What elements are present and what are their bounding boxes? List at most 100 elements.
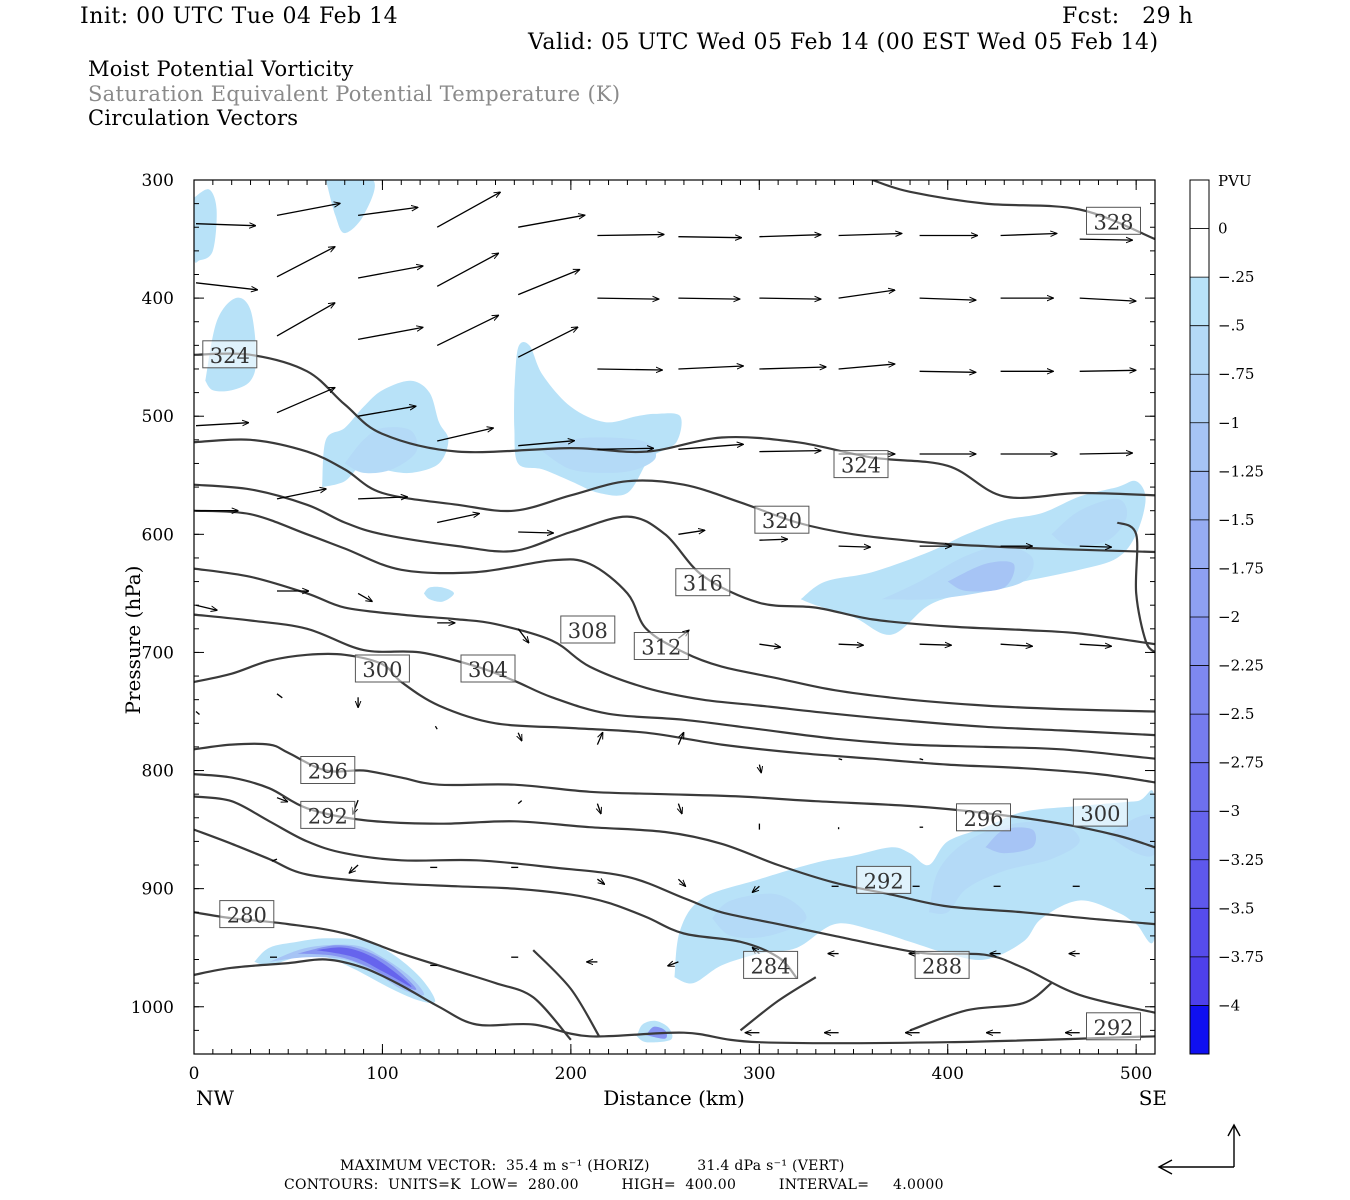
colorbar-swatch <box>1190 714 1209 764</box>
isentrope-292 <box>194 773 1155 926</box>
circulation-vector <box>358 207 418 217</box>
y-tick-label: 400 <box>142 289 174 309</box>
x-tick-label: 200 <box>555 1064 587 1084</box>
pv-region <box>542 437 657 473</box>
circulation-vector <box>1000 644 1033 646</box>
circulation-vector <box>919 758 924 761</box>
circulation-vector <box>678 366 743 370</box>
field-title-mpv: Moist Potential Vorticity <box>88 57 354 81</box>
pv-region <box>1051 498 1128 547</box>
circulation-vector <box>678 530 704 535</box>
colorbar-swatch <box>1190 471 1209 521</box>
x-end-label-nw: NW <box>196 1086 235 1110</box>
circulation-vector <box>1079 644 1112 646</box>
circulation-vector <box>357 327 423 341</box>
pv-region <box>1107 814 1155 857</box>
y-axis-label: Pressure (hPa) <box>121 566 145 715</box>
circulation-vector <box>271 858 278 862</box>
circulation-vector <box>919 371 976 372</box>
circulation-vector <box>838 546 871 547</box>
circulation-vector <box>752 885 760 892</box>
colorbar-level-label: −3.25 <box>1218 851 1264 869</box>
circulation-vector <box>1079 297 1136 301</box>
colorbar-level-label: −2 <box>1218 608 1240 626</box>
circulation-vector <box>838 364 895 370</box>
circulation-vector <box>677 733 683 745</box>
contour-label-300: 300 <box>1072 798 1128 827</box>
contour-label-text: 308 <box>568 619 608 643</box>
y-tick-label: 500 <box>142 407 174 427</box>
circulation-vector <box>678 237 741 238</box>
isentrope-308 <box>194 567 1155 737</box>
colorbar-swatch <box>1190 617 1209 667</box>
circulation-vector <box>838 644 864 645</box>
x-tick-label: 500 <box>1120 1064 1152 1084</box>
x-tick-label: 0 <box>189 1064 200 1084</box>
circulation-vector <box>358 497 407 499</box>
y-tick-label: 300 <box>142 171 174 191</box>
circulation-vector <box>678 444 743 450</box>
colorbar-level-label: −.75 <box>1218 365 1254 383</box>
x-tick-label: 400 <box>931 1064 963 1084</box>
contour-label-316: 316 <box>675 568 731 597</box>
contour-label-328: 328 <box>1086 206 1141 235</box>
colorbar-swatch <box>1190 568 1209 618</box>
contour-label-text: 312 <box>641 636 681 660</box>
colorbar-level-label: −3 <box>1218 802 1240 820</box>
colorbar-swatch <box>1190 277 1209 327</box>
isentrope-300 <box>194 652 1155 784</box>
circulation-vector <box>838 290 895 299</box>
circulation-vector <box>357 406 416 417</box>
circulation-vector <box>597 298 658 299</box>
colorbar-level-label: −1.25 <box>1218 462 1264 480</box>
contour-label-text: 292 <box>864 869 904 893</box>
circulation-vector <box>678 298 739 299</box>
pv-region <box>947 561 1015 592</box>
circulation-vector <box>1000 234 1057 236</box>
contour-label-text: 292 <box>1093 1016 1133 1040</box>
colorbar-level-label: −1.5 <box>1218 511 1254 529</box>
colorbar-swatch <box>1190 228 1209 278</box>
isentrope-288 <box>909 982 1053 1032</box>
circulation-vector <box>276 489 326 500</box>
x-tick-label: 300 <box>743 1064 775 1084</box>
colorbar-level-label: −1.75 <box>1218 559 1264 577</box>
pv-region <box>928 821 1080 915</box>
circulation-vector <box>759 764 761 773</box>
colorbar-swatch <box>1190 325 1209 375</box>
colorbar-swatch <box>1190 859 1209 909</box>
circulation-vector <box>436 315 498 346</box>
circulation-vector <box>518 215 585 228</box>
circulation-vector <box>276 303 335 337</box>
colorbar-level-label: −2.75 <box>1218 754 1264 772</box>
colorbar-level-label: −4 <box>1218 996 1240 1014</box>
circulation-vector <box>195 711 200 715</box>
circulation-vector <box>597 803 601 814</box>
colorbar-swatch <box>1190 1005 1209 1055</box>
circulation-vector <box>437 514 479 524</box>
contour-label-324: 324 <box>833 450 889 479</box>
circulation-vector <box>759 298 820 299</box>
colorbar-swatch <box>1190 908 1209 958</box>
circulation-vector <box>357 266 423 279</box>
pv-region <box>344 427 418 474</box>
reference-vector-icon <box>1157 1123 1241 1175</box>
circulation-vector <box>838 234 902 236</box>
circulation-vector <box>759 367 826 369</box>
circulation-vector <box>276 693 283 699</box>
circulation-vector <box>597 369 662 370</box>
circulation-vector <box>759 451 820 452</box>
colorbar-level-label: −1 <box>1218 414 1240 432</box>
contour-label-292: 292 <box>300 800 356 829</box>
contour-label-text: 296 <box>963 807 1003 831</box>
contour-label-288: 288 <box>914 950 970 979</box>
isentrope-284 <box>194 828 798 980</box>
pv-region <box>325 180 375 234</box>
circulation-vector <box>677 878 685 886</box>
colorbar-swatch <box>1190 422 1209 472</box>
isentrope-316 <box>1116 521 1155 654</box>
circulation-vector <box>518 441 574 447</box>
max-vector-note: MAXIMUM VECTOR: 35.4 m s⁻¹ (HORIZ) 31.4 … <box>340 1158 845 1174</box>
contour-label-280: 280 <box>219 900 275 929</box>
